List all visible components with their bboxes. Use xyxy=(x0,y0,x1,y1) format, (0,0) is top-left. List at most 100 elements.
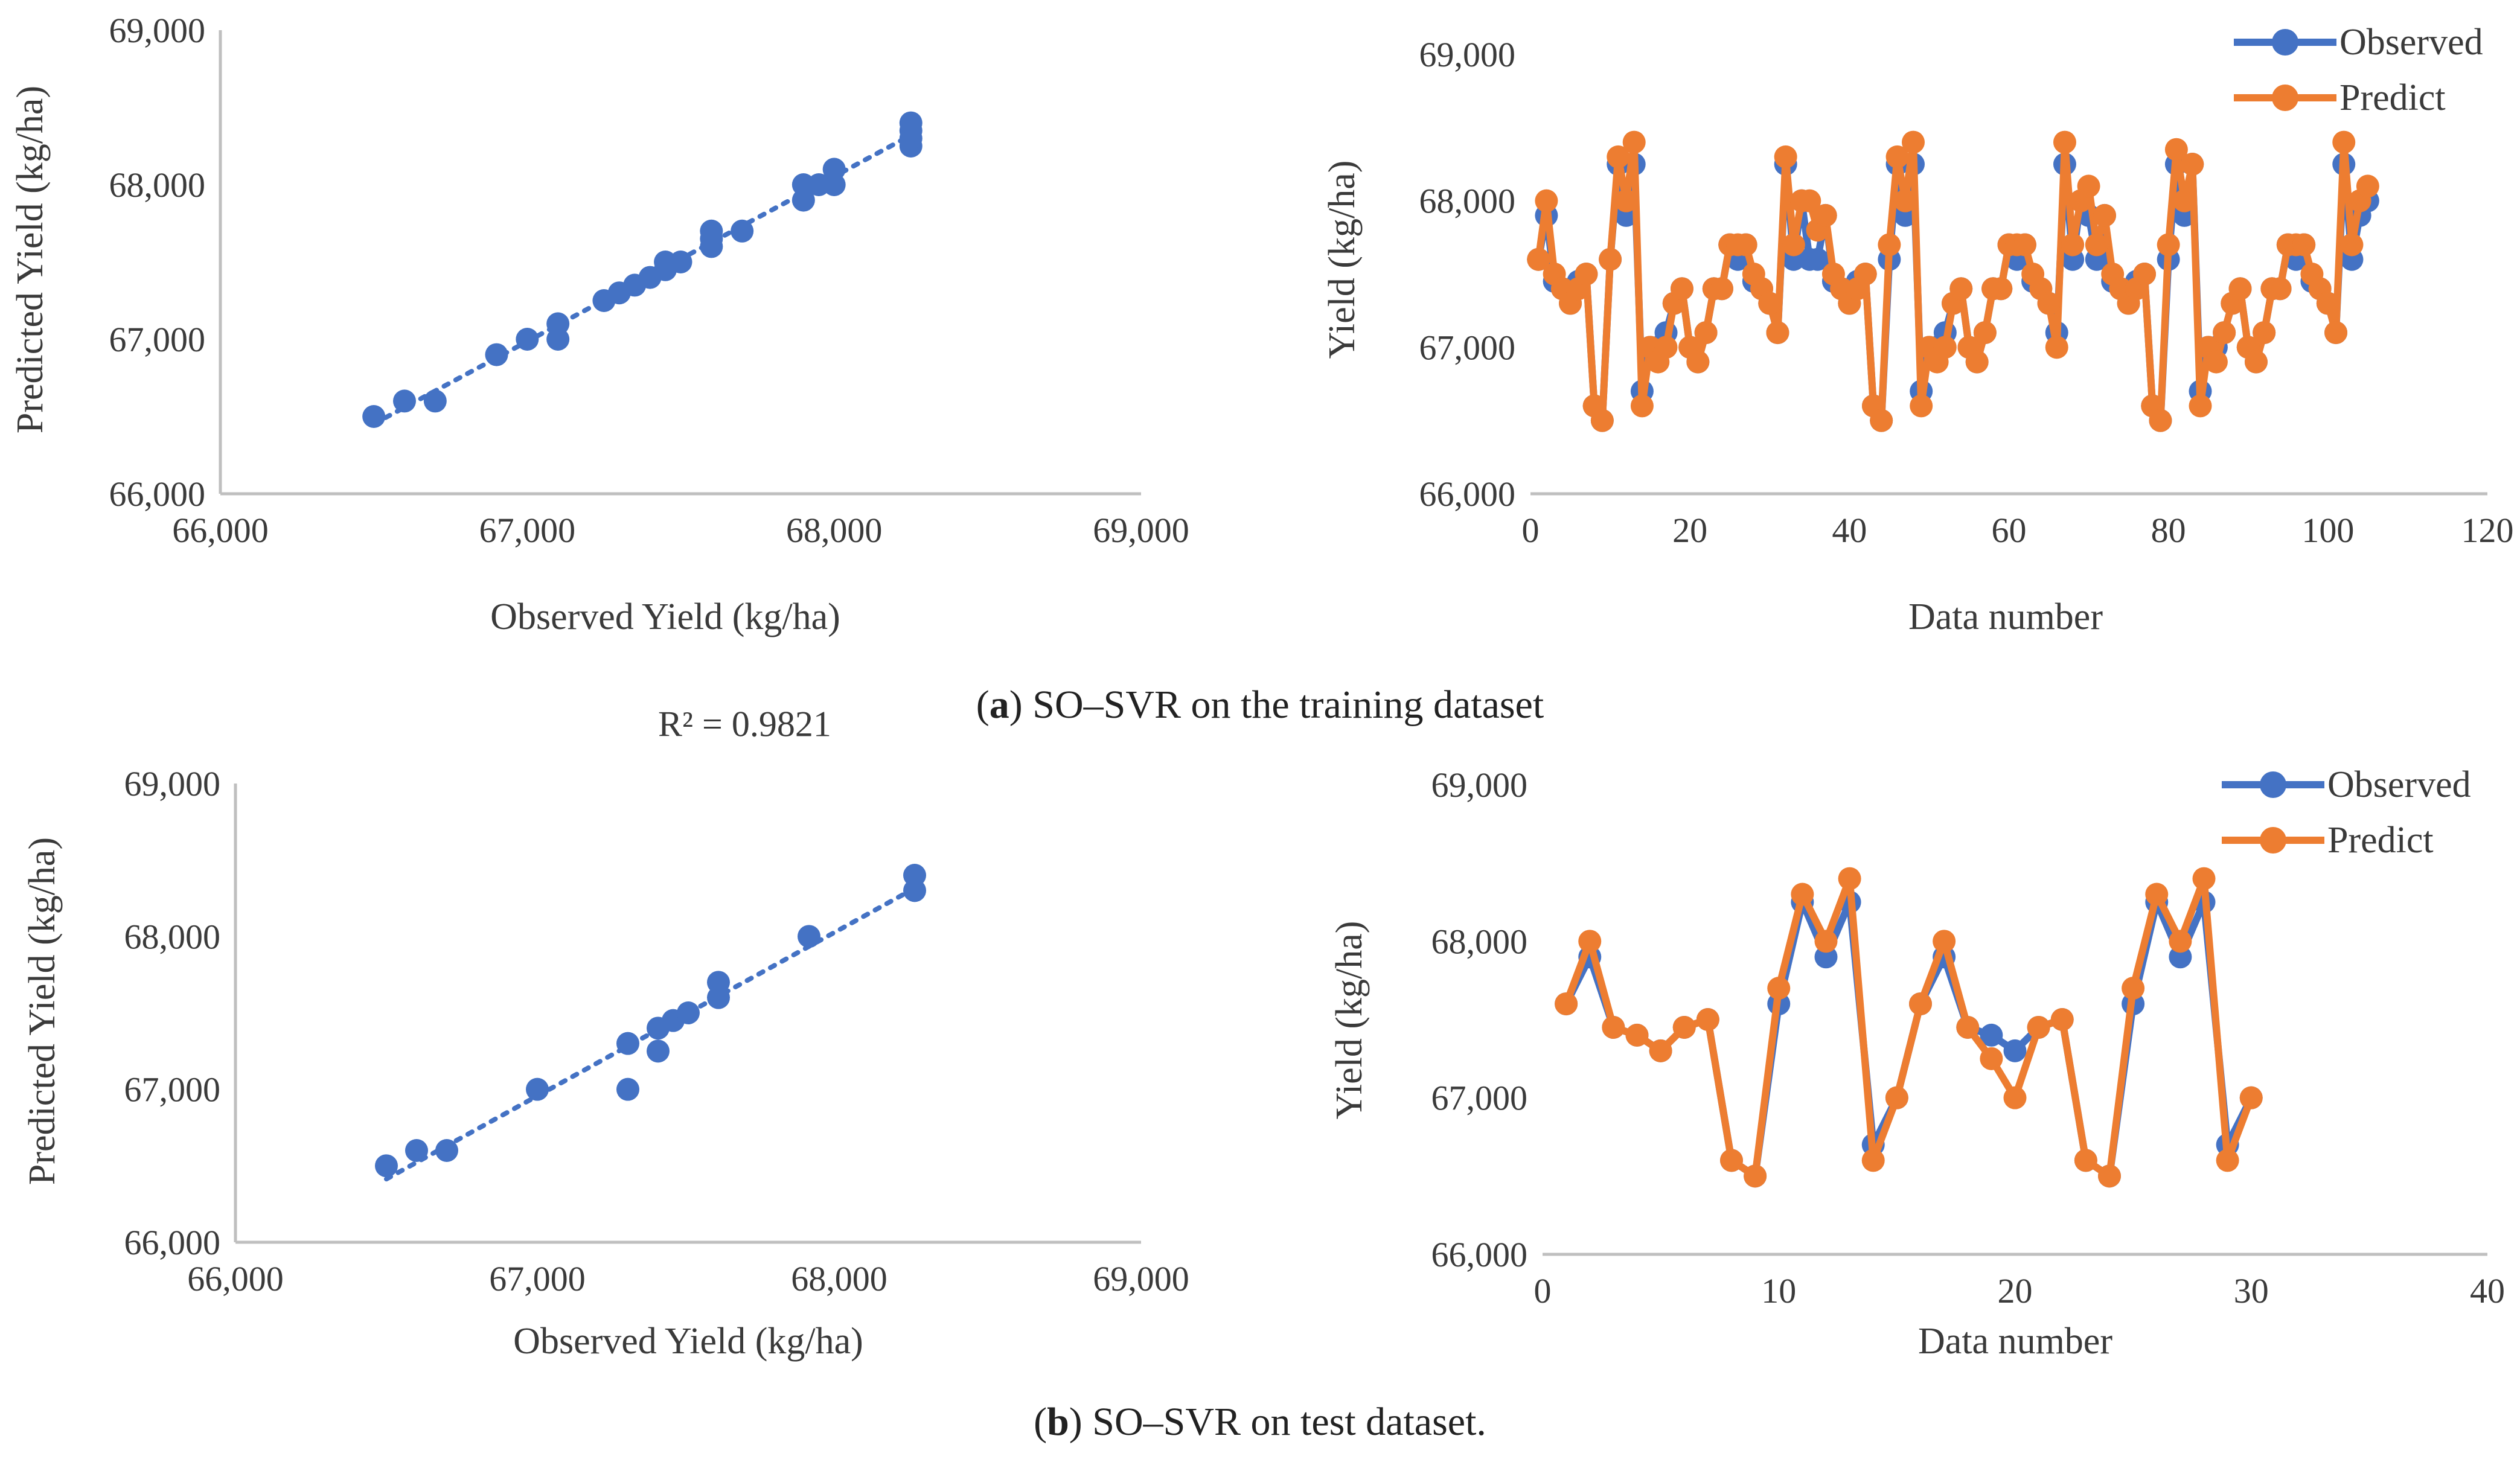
data-point-predict xyxy=(2003,1086,2027,1109)
legend-marker-observed xyxy=(2272,29,2298,56)
x-tick-label: 66,000 xyxy=(187,1259,284,1298)
y-tick-label: 67,000 xyxy=(1431,1079,1528,1118)
data-point-predict xyxy=(2268,277,2292,301)
data-point-predict xyxy=(2053,130,2076,154)
data-point-predict xyxy=(1686,350,1710,374)
x-tick-label: 60 xyxy=(1992,511,2027,550)
y-axis-title: Predicted Yield (kg/ha) xyxy=(10,86,51,433)
data-point-predict xyxy=(1758,292,1782,315)
data-point-predict xyxy=(1607,145,1630,168)
chart-a_line: 0 20 40 60 80 100 120 66,000 67,000 68,000 69,000 D… xyxy=(1322,22,2514,637)
data-point-predict xyxy=(1956,1015,1980,1039)
scatter-point xyxy=(362,405,386,428)
y-tick-label: 69,000 xyxy=(1419,35,1516,74)
data-point-predict xyxy=(2122,977,2145,1000)
caption-a-letter: a xyxy=(989,683,1009,727)
data-point-predict xyxy=(2189,394,2212,418)
y-tick-label: 66,000 xyxy=(1431,1235,1528,1274)
series-line-predict xyxy=(1562,875,2255,1180)
x-tick-label: 30 xyxy=(2234,1271,2269,1310)
x-tick-label: 80 xyxy=(2151,511,2186,550)
data-point-predict xyxy=(2244,350,2268,374)
x-tick-label: 66,000 xyxy=(172,511,269,550)
data-point-predict xyxy=(1980,1047,2003,1070)
data-point-predict xyxy=(1989,277,2013,301)
chart-b_scatter: 66,000 67,000 68,000 69,000 66,000 67,000 68,0… xyxy=(22,704,1189,1362)
data-point-predict xyxy=(1575,263,1598,286)
data-point-predict xyxy=(2061,233,2085,257)
scatter-point xyxy=(677,1001,700,1024)
x-tick-label: 69,000 xyxy=(1093,511,1189,550)
data-point-observed xyxy=(1806,247,1829,271)
data-point-predict xyxy=(1774,145,1797,168)
scatter-point xyxy=(423,389,447,413)
data-point-predict xyxy=(2045,336,2068,359)
scatter-point xyxy=(616,1077,639,1101)
x-axis-title: Data number xyxy=(1908,596,2103,637)
data-point-predict xyxy=(1791,883,1814,906)
data-point-observed xyxy=(1980,1023,2003,1047)
legend-label-predict: Predict xyxy=(2339,77,2446,118)
data-point-predict xyxy=(2133,263,2157,286)
scatter-point xyxy=(546,312,570,336)
caption-a: (a) SO–SVR on the training dataset xyxy=(976,683,1544,727)
data-point-predict xyxy=(1590,409,1614,432)
scatter-point xyxy=(375,1154,398,1178)
y-tick-label: 69,000 xyxy=(1431,765,1528,805)
data-point-predict xyxy=(1885,1086,1908,1109)
data-point-predict xyxy=(2181,153,2204,176)
data-point-predict xyxy=(1861,1149,1885,1172)
data-point-predict xyxy=(1870,409,1893,432)
x-axis-title: Data number xyxy=(1918,1321,2112,1362)
data-point-predict xyxy=(2239,1086,2263,1109)
data-point-predict xyxy=(1599,247,1622,271)
data-point-predict xyxy=(2164,138,2188,161)
caption-b: (b) SO–SVR on test dataset. xyxy=(1034,1400,1486,1444)
scatter-point xyxy=(393,389,416,413)
y-tick-label: 68,000 xyxy=(109,165,206,205)
y-tick-label: 67,000 xyxy=(1419,328,1516,367)
y-axis-title: Yield (kg/ha) xyxy=(1329,921,1370,1120)
chart-b_line: 0 10 20 30 40 66,000 67,000 68,000 69,000 Data nu… xyxy=(1329,764,2505,1362)
data-point-predict xyxy=(1893,189,1917,212)
data-point-predict xyxy=(2085,233,2108,257)
y-tick-label: 68,000 xyxy=(1431,922,1528,961)
caption-a-text: SO–SVR on the training dataset xyxy=(1022,683,1544,727)
scatter-point xyxy=(899,111,923,135)
data-point-predict xyxy=(2050,1008,2074,1031)
data-point-predict xyxy=(2253,321,2276,345)
trendline xyxy=(384,886,917,1182)
data-point-predict xyxy=(1630,394,1654,418)
data-point-predict xyxy=(1614,189,1638,212)
scatter-point xyxy=(798,925,820,948)
data-point-predict xyxy=(2204,350,2228,374)
data-point-predict xyxy=(2013,233,2036,257)
legend-label-observed: Observed xyxy=(2339,22,2483,63)
data-point-predict xyxy=(1973,321,1997,345)
scatter-point xyxy=(669,251,692,273)
data-point-predict xyxy=(2145,883,2169,906)
data-point-predict xyxy=(2216,1149,2239,1172)
x-tick-label: 69,000 xyxy=(1093,1259,1189,1298)
scatter-point xyxy=(903,864,926,887)
data-point-predict xyxy=(2332,130,2356,154)
y-tick-label: 67,000 xyxy=(109,320,206,359)
data-point-predict xyxy=(2213,321,2236,345)
data-point-predict xyxy=(2098,1164,2121,1188)
scatter-point xyxy=(700,219,723,243)
data-point-predict xyxy=(2228,277,2252,301)
data-point-predict xyxy=(1578,930,1602,953)
x-tick-label: 0 xyxy=(1522,511,1540,550)
x-tick-label: 20 xyxy=(1998,1271,2033,1310)
data-point-predict xyxy=(2292,233,2316,257)
x-tick-label: 20 xyxy=(1672,511,1707,550)
legend-marker-predict xyxy=(2272,85,2298,111)
data-point-predict xyxy=(1602,1015,1625,1039)
y-axis-title: Yield (kg/ha) xyxy=(1322,161,1363,359)
x-tick-label: 10 xyxy=(1761,1271,1796,1310)
legend-label-predict: Predict xyxy=(2327,820,2434,861)
scatter-point xyxy=(707,971,730,994)
data-point-predict xyxy=(2340,233,2364,257)
scatter-point xyxy=(647,1039,670,1063)
